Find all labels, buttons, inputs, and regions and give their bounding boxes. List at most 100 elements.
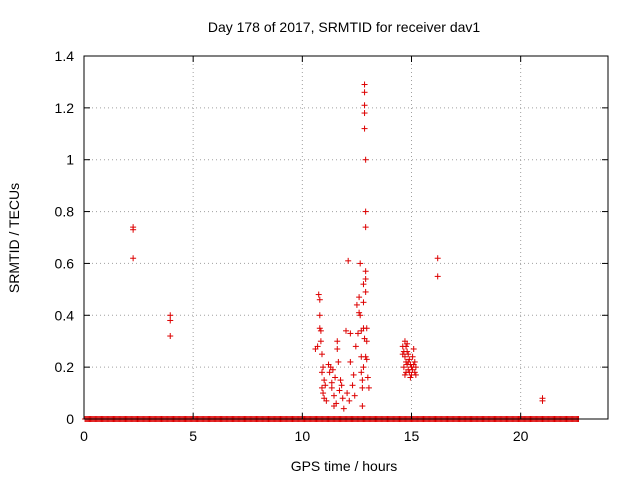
data-point [406, 356, 413, 363]
data-point [344, 390, 351, 397]
data-point [405, 351, 412, 358]
data-point [360, 364, 367, 371]
data-point [320, 390, 327, 397]
data-point [328, 379, 335, 386]
y-tick-label: 1.4 [55, 48, 75, 64]
data-point [337, 377, 344, 384]
y-tick-label: 0.4 [55, 307, 75, 323]
data-point [351, 392, 358, 399]
data-point [167, 312, 174, 319]
y-tick-label: 1.2 [55, 100, 75, 116]
data-point [363, 338, 370, 345]
data-point [358, 369, 365, 376]
data-points [130, 81, 546, 412]
data-point [361, 125, 368, 132]
data-point [362, 208, 369, 215]
data-point [349, 382, 356, 389]
data-point [353, 301, 360, 308]
data-point [352, 343, 359, 350]
data-point [317, 338, 324, 345]
data-point [335, 358, 342, 365]
data-point [329, 366, 336, 373]
data-point [362, 268, 369, 275]
data-point [410, 345, 417, 352]
data-point [330, 392, 337, 399]
data-point [362, 288, 369, 295]
data-point [317, 327, 324, 334]
data-point [316, 312, 323, 319]
plot-frame [83, 55, 609, 420]
data-point [318, 384, 325, 391]
data-point [409, 353, 416, 360]
data-point [400, 364, 407, 371]
data-point [347, 330, 354, 337]
data-point [360, 281, 367, 288]
data-point [350, 371, 357, 378]
data-point [347, 358, 354, 365]
y-tick-labels: 0 0.2 0.4 0.6 0.8 1 1.2 1.4 [55, 48, 75, 427]
data-point [338, 382, 345, 389]
data-point [130, 226, 137, 233]
data-point [167, 317, 174, 324]
data-point [404, 348, 411, 355]
x-axis-title: GPS time / hours [291, 458, 398, 474]
data-point [401, 353, 408, 360]
data-point [340, 405, 347, 412]
data-point [361, 81, 368, 88]
data-point [362, 353, 369, 360]
data-point [333, 400, 340, 407]
data-point [328, 384, 335, 391]
data-point [539, 397, 546, 404]
data-point [167, 333, 174, 340]
data-point [401, 371, 408, 378]
data-point [334, 345, 341, 352]
data-point [356, 309, 363, 316]
data-point [359, 384, 366, 391]
data-point [332, 374, 339, 381]
y-tick-label: 0.2 [55, 359, 75, 375]
data-point [362, 156, 369, 163]
data-point [357, 312, 364, 319]
data-point [412, 364, 419, 371]
data-point [364, 374, 371, 381]
data-point [361, 110, 368, 117]
data-point [411, 369, 418, 376]
data-point [343, 327, 349, 334]
data-point [434, 273, 441, 280]
data-point [363, 356, 370, 363]
data-point [362, 224, 369, 231]
y-tick-label: 0.8 [55, 204, 75, 220]
data-point [357, 260, 364, 267]
data-point [346, 397, 353, 404]
data-point [407, 374, 414, 381]
data-point [314, 343, 321, 350]
data-point [320, 364, 327, 371]
data-point [363, 325, 370, 332]
data-point [365, 384, 372, 391]
x-tick-label: 10 [295, 428, 311, 444]
data-point [434, 255, 441, 262]
data-point [355, 330, 362, 337]
axis-ticks [83, 55, 608, 420]
data-point [339, 395, 346, 402]
data-point [345, 257, 352, 264]
x-tick-label: 0 [80, 428, 88, 444]
data-point [356, 294, 363, 301]
data-point [359, 377, 366, 384]
data-point [361, 102, 368, 109]
data-point [411, 358, 418, 365]
x-tick-label: 5 [189, 428, 197, 444]
x-tick-label: 20 [513, 428, 529, 444]
grid-lines [84, 56, 608, 419]
data-point [318, 369, 325, 376]
data-point [334, 338, 341, 345]
data-point [130, 255, 137, 262]
data-point [315, 291, 322, 298]
chart-title: Day 178 of 2017, SRMTID for receiver dav… [208, 19, 481, 35]
data-point [316, 296, 323, 303]
y-tick-label: 1 [66, 152, 74, 168]
data-point [326, 369, 333, 376]
data-point [403, 343, 410, 350]
y-axis-title: SRMTID / TECUs [6, 183, 22, 293]
